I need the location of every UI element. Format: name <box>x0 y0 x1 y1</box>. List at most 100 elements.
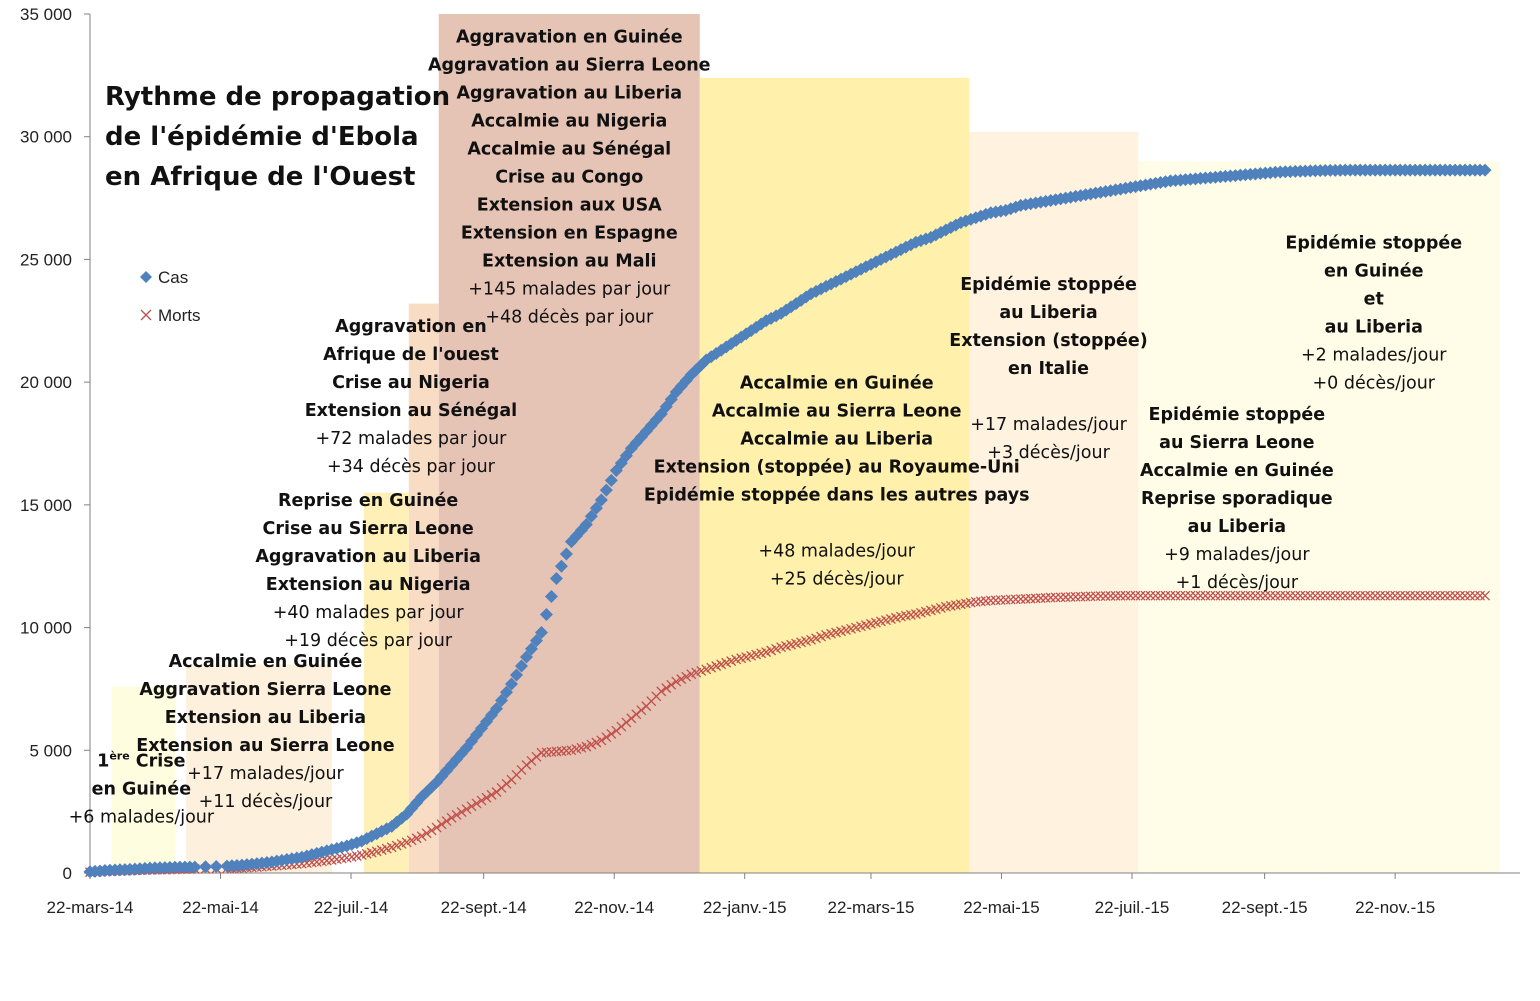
morts-point <box>1230 590 1241 601</box>
morts-point <box>481 792 492 803</box>
phase-band-4 <box>408 303 439 873</box>
annotation-line: Accalmie au Liberia <box>740 429 933 449</box>
title-line: Rythme de propagation <box>105 82 450 112</box>
morts-point <box>1305 590 1316 601</box>
morts-point <box>1190 590 1201 601</box>
morts-point <box>1335 590 1346 601</box>
morts-point <box>471 798 482 809</box>
annotation-line: Reprise sporadique <box>1141 489 1333 509</box>
annotation-line: en Guinée <box>1324 261 1424 281</box>
annotation-line: Extension au Sierra Leone <box>136 736 394 756</box>
annotation-line: en Italie <box>1008 359 1089 379</box>
morts-point <box>476 795 487 806</box>
cas-point <box>584 509 598 523</box>
morts-point <box>1120 590 1131 601</box>
annotation-4: Aggravation en Afrique de l'ouest Crise au… <box>305 317 517 477</box>
x-tick-label: 22-mars-15 <box>827 898 914 917</box>
annotation-line: Aggravation Sierra Leone <box>139 680 391 700</box>
morts-point <box>1135 590 1146 601</box>
annotation-line: et <box>1364 289 1384 309</box>
phase-band-6 <box>699 77 970 874</box>
morts-point <box>1130 590 1141 601</box>
morts-point <box>1280 590 1291 601</box>
annotation-line: Crise au Sierra Leone <box>263 519 474 539</box>
annotation-line: Accalmie au Sénégal <box>467 139 671 159</box>
morts-point <box>1430 590 1441 601</box>
annotation-line: +19 décès par jour <box>284 631 453 651</box>
annotation-line: Extension au Liberia <box>165 708 366 728</box>
x-tick-label: 22-janv.-15 <box>703 898 787 917</box>
annotation-line: au Liberia <box>999 303 1097 323</box>
cas-point <box>554 559 568 573</box>
data-points <box>83 163 1492 879</box>
morts-point <box>1325 590 1336 601</box>
annotation-line: Accalmie au Sierra Leone <box>712 401 962 421</box>
annotation-line: Extension aux USA <box>477 195 662 215</box>
cas-point <box>579 517 593 531</box>
chart-title: Rythme de propagation de l'épidémie d'Ebo… <box>105 82 450 192</box>
morts-point <box>586 739 597 750</box>
morts-point <box>1215 590 1226 601</box>
morts-point <box>1435 590 1446 601</box>
morts-point <box>1160 590 1171 601</box>
morts-point <box>1260 590 1271 601</box>
phase-band-7 <box>969 131 1139 873</box>
morts-point <box>1465 590 1476 601</box>
x-tick-label: 22-sept.-14 <box>441 898 527 917</box>
cas-point <box>509 668 523 682</box>
cas-point <box>604 473 618 487</box>
annotation-line: +1 décès/jour <box>1176 573 1299 593</box>
morts-point <box>1200 590 1211 601</box>
annotation-line: Aggravation au Liberia <box>255 547 481 567</box>
morts-point <box>596 735 607 746</box>
morts-point <box>416 831 427 842</box>
annotation-line: +17 malades/jour <box>970 415 1127 435</box>
morts-point <box>1180 590 1191 601</box>
morts-point <box>1390 590 1401 601</box>
phase-band-8 <box>1138 161 1327 873</box>
morts-point <box>1255 590 1266 601</box>
cas-point <box>549 571 563 585</box>
morts-point <box>661 683 672 694</box>
morts-point <box>1240 590 1251 601</box>
morts-point <box>1370 590 1381 601</box>
annotation-line: Aggravation au Liberia <box>456 83 682 103</box>
morts-point <box>1100 591 1111 601</box>
morts-point <box>441 816 452 827</box>
morts-point <box>1150 590 1161 601</box>
morts-point <box>1300 590 1311 601</box>
morts-point <box>1275 590 1286 601</box>
morts-point <box>1290 590 1301 601</box>
annotation-line: Afrique de l'ouest <box>323 345 499 365</box>
morts-point <box>411 833 422 844</box>
morts-point <box>591 737 602 748</box>
annotation-2: Accalmie en Guinée Aggravation Sierra Leo… <box>136 652 394 812</box>
morts-point <box>1475 590 1485 601</box>
annotation-line: 1ère Crise <box>97 749 186 771</box>
morts-point <box>436 819 447 830</box>
morts-point <box>1350 590 1361 601</box>
morts-point <box>1405 590 1416 601</box>
morts-point <box>581 741 592 752</box>
morts-point <box>1165 590 1176 601</box>
morts-point <box>1170 590 1181 601</box>
cas-point <box>544 589 558 603</box>
x-tick-label: 22-nov.-14 <box>574 898 654 917</box>
cas-point <box>539 607 553 621</box>
legend-morts-marker <box>140 309 152 321</box>
annotation-line: Aggravation au Sierra Leone <box>428 55 711 75</box>
annotation-line: Extension (stoppée) au Royaume-Uni <box>654 457 1020 477</box>
morts-point <box>461 804 472 815</box>
morts-point <box>1315 590 1326 601</box>
x-tick-label: 22-juil.-14 <box>314 898 389 917</box>
y-tick-label: 5 000 <box>29 741 72 760</box>
annotation-line: +145 malades par jour <box>468 279 671 299</box>
x-tick-label: 22-mai-14 <box>182 898 259 917</box>
annotation-line: Accalmie en Guinée <box>169 652 363 672</box>
annotation-7: Epidémie stoppée au Liberia Extension (sto… <box>949 275 1148 463</box>
morts-point <box>406 835 417 846</box>
annotation-line: Epidémie stoppée <box>960 275 1137 295</box>
morts-point <box>1265 590 1276 601</box>
cas-point <box>1478 163 1492 177</box>
morts-point <box>1250 590 1261 601</box>
